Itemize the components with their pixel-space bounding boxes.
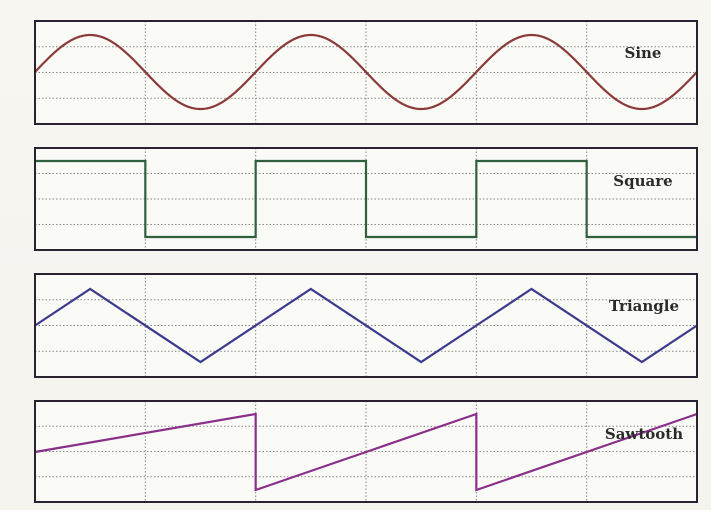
- panel-triangle-frame: [34, 273, 698, 378]
- triangle-label: Triangle: [609, 297, 679, 315]
- sine-wave: [34, 33, 698, 111]
- panel-square: Square: [34, 147, 698, 251]
- panel-square-frame: [34, 147, 698, 251]
- sawtooth-label: Sawtooth: [605, 425, 683, 443]
- panel-sine: Sine: [34, 20, 698, 125]
- square-label: Square: [613, 172, 672, 190]
- square-wave: [35, 159, 697, 239]
- sine-label: Sine: [625, 44, 662, 62]
- panel-sawtooth: Sawtooth: [34, 400, 698, 503]
- panel-sawtooth-frame: [34, 400, 698, 503]
- sawtooth-wave: [34, 412, 698, 492]
- panel-triangle: Triangle: [34, 273, 698, 378]
- triangle-wave: [34, 287, 698, 364]
- panel-sine-frame: [34, 20, 698, 125]
